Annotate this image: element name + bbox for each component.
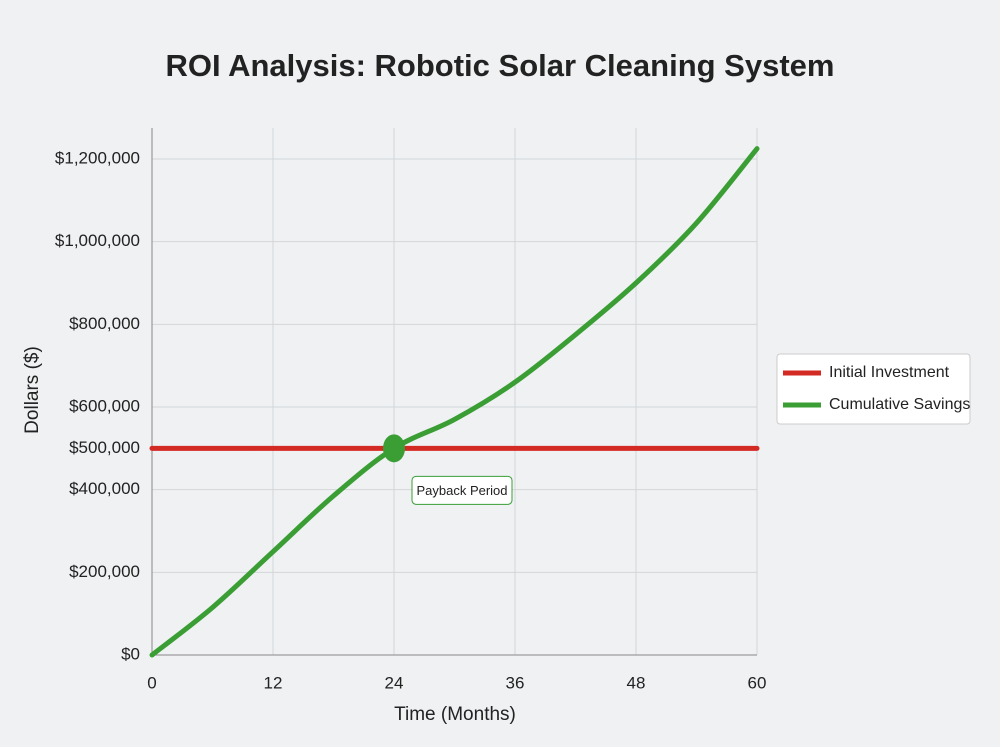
legend-label: Cumulative Savings [829, 396, 970, 413]
y-tick-label: $400,000 [69, 479, 140, 498]
annotation-box [411, 475, 513, 505]
y-tick-label: $800,000 [69, 314, 140, 333]
x-axis-label: Time (Months) [394, 704, 516, 725]
y-tick-label: $1,000,000 [55, 231, 140, 250]
y-tick-label: $200,000 [69, 562, 140, 581]
chart-title: ROI Analysis: Robotic Solar Cleaning Sys… [166, 48, 835, 83]
annotation-label: Payback Period [416, 483, 507, 498]
plot: Payback Period [149, 146, 760, 658]
x-tick-label: 12 [264, 673, 283, 692]
y-axis-label: Dollars ($) [22, 346, 43, 434]
y-tick-label: $500,000 [69, 438, 140, 457]
y-tick-label: $0 [121, 644, 140, 663]
legend-label: Initial Investment [829, 364, 950, 381]
x-tick-label: 24 [385, 673, 404, 692]
x-tick-label: 0 [147, 673, 156, 692]
y-tick-label: $600,000 [69, 396, 140, 415]
series-line [149, 146, 760, 658]
payback-marker [383, 434, 405, 463]
legend: Initial Investment Cumulative Savings [776, 353, 971, 425]
x-tick-label: 48 [627, 673, 646, 692]
x-tick-label: 36 [506, 673, 525, 692]
legend-box [776, 353, 971, 425]
y-tick-label: $1,200,000 [55, 148, 140, 167]
x-tick-label: 60 [748, 673, 767, 692]
